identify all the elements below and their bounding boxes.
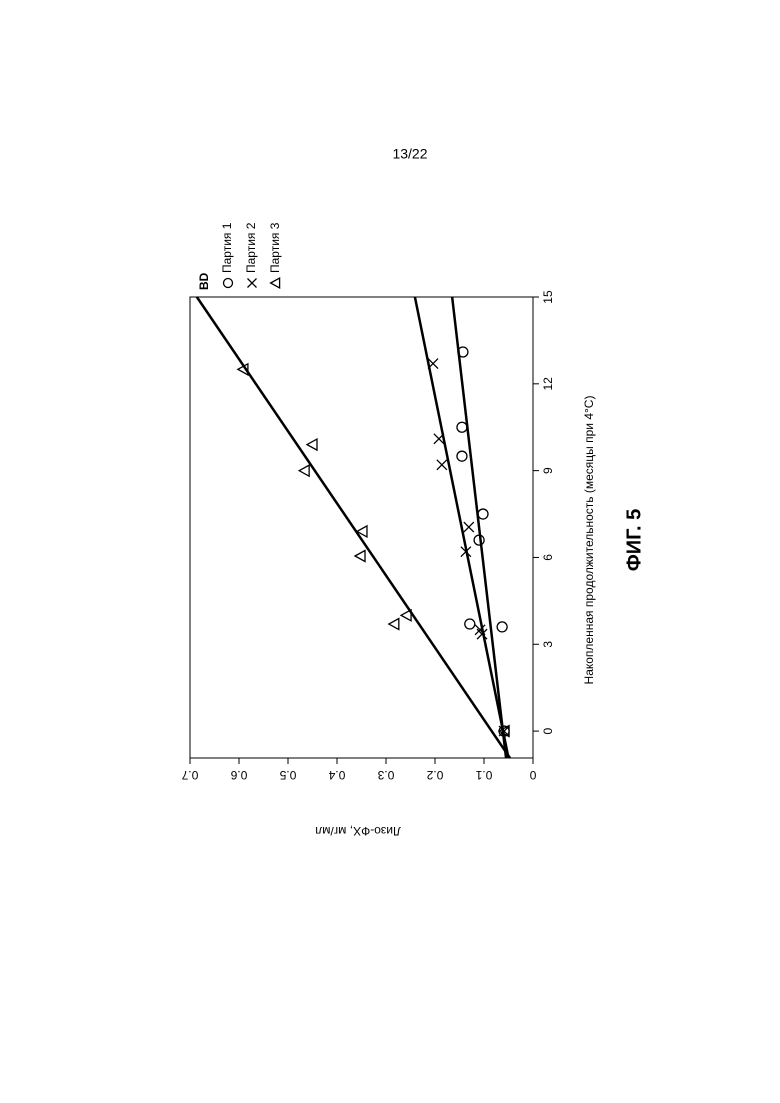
point [465, 619, 475, 629]
y-axis-label: Лизо-ФХ, мг/мл [315, 824, 401, 838]
y-tick-label: 0.3 [377, 768, 394, 782]
y-tick-label: 0.4 [328, 768, 345, 782]
y-tick-label: 0.7 [181, 768, 198, 782]
legend-label: Партия 3 [268, 222, 282, 273]
y-tick-label: 0.2 [426, 768, 443, 782]
y-tick-label: 0.6 [230, 768, 247, 782]
y-tick-label: 0.1 [475, 768, 492, 782]
trend-line [452, 297, 506, 758]
x-tick-label: 0 [541, 727, 555, 734]
point [497, 622, 507, 632]
x-tick-label: 12 [541, 377, 555, 391]
legend-title: BD [197, 272, 211, 290]
x-tick-label: 6 [541, 554, 555, 561]
legend-label: Партия 2 [244, 222, 258, 273]
page-number: 13/22 [392, 146, 427, 162]
y-tick-label: 0.5 [279, 768, 296, 782]
page: 13/22 Накопленная продолжительность (мес… [0, 0, 780, 1103]
legend-marker [271, 278, 280, 288]
point [437, 460, 447, 470]
figure-label: ФИГ. 5 [623, 509, 645, 572]
chart: Накопленная продолжительность (месяцы пр… [181, 222, 645, 838]
point [457, 451, 467, 461]
point [478, 509, 488, 519]
x-tick-label: 15 [541, 290, 555, 304]
point [307, 439, 317, 450]
point [355, 551, 365, 562]
point [457, 422, 467, 432]
x-tick-label: 3 [541, 641, 555, 648]
legend-marker [224, 279, 233, 288]
point [299, 465, 309, 476]
x-axis-label: Накопленная продолжительность (месяцы пр… [582, 396, 596, 685]
plot-frame [190, 297, 533, 758]
point [389, 619, 399, 630]
point [434, 434, 444, 444]
x-tick-label: 9 [541, 467, 555, 474]
y-tick-label: 0 [529, 768, 536, 782]
legend-marker [248, 279, 257, 288]
point [464, 522, 474, 532]
legend-label: Партия 1 [220, 222, 234, 273]
